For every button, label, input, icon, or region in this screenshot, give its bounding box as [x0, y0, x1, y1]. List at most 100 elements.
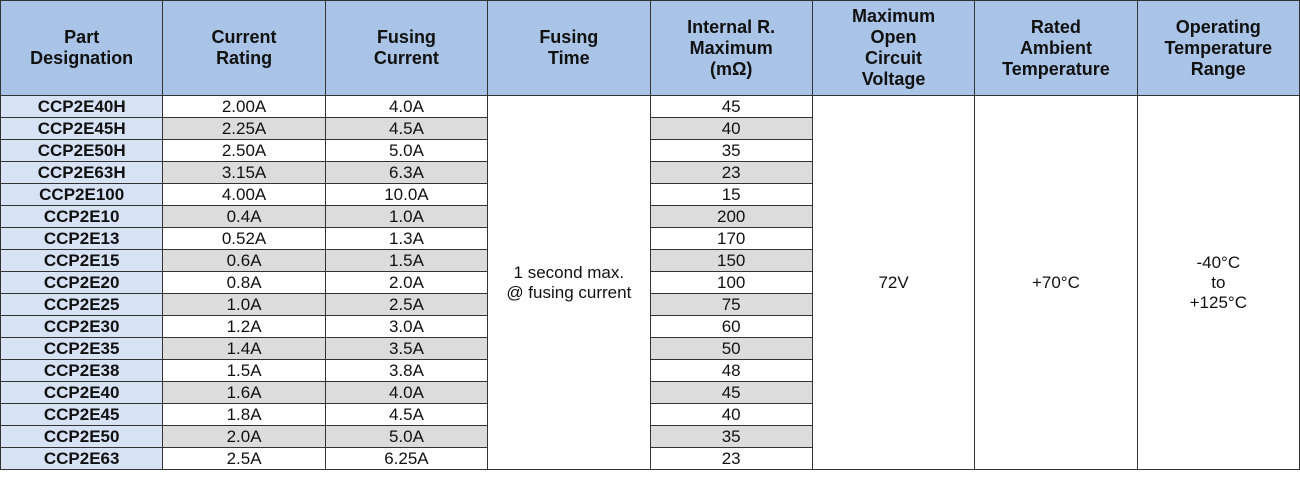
table-row: CCP2E20 0.8A 2.0A 100: [0, 271, 1300, 294]
table-row: CCP2E40 1.6A 4.0A 45: [0, 381, 1300, 404]
part-designation: CCP2E63: [0, 447, 164, 470]
data-cell: 3.0A: [324, 315, 489, 338]
data-cell: 23: [649, 447, 813, 470]
part-designation: CCP2E50H: [0, 139, 164, 162]
cell-line: Open: [870, 27, 917, 47]
part-designation: CCP2E10: [0, 205, 164, 228]
data-cell: 50: [649, 337, 813, 360]
data-cell: 4.0A: [324, 95, 489, 118]
cell-line: Range: [1190, 58, 1246, 79]
cell-line: Designation: [30, 48, 134, 68]
data-cell: 3.15A: [162, 161, 326, 184]
merged-cell: 1 second max. @ fusing current: [487, 95, 651, 470]
data-cell: 1.6A: [162, 381, 326, 404]
merged-cell: 72V: [811, 95, 976, 470]
table-row: CCP2E45 1.8A 4.5A 40: [0, 403, 1300, 426]
data-cell: 170: [649, 227, 813, 250]
cell-line: 72V: [878, 272, 909, 292]
data-cell: 1.0A: [324, 205, 489, 228]
data-cell: 48: [649, 359, 813, 382]
part-designation: CCP2E38: [0, 359, 164, 382]
merged-cell: -40°C to +125°C: [1136, 95, 1300, 470]
table-row: CCP2E10 0.4A 1.0A 200: [0, 205, 1300, 228]
cell-line: Ambient: [1019, 37, 1092, 58]
table-header: Part Designation Current Rating Fusing Curren…: [0, 0, 1300, 96]
cell-line: Temperature: [1002, 58, 1110, 79]
cell-line: Maximum: [852, 6, 936, 26]
cell-line: -40°C: [1196, 252, 1241, 272]
column-header: Current Rating: [162, 0, 326, 96]
cell-line: Rated: [1030, 16, 1081, 37]
part-designation: CCP2E45H: [0, 117, 164, 140]
part-designation: CCP2E45: [0, 403, 164, 426]
data-cell: 2.5A: [162, 447, 326, 470]
data-cell: 2.5A: [324, 293, 489, 316]
table-row: CCP2E50H 2.50A 5.0A 35: [0, 139, 1300, 162]
data-cell: 23: [649, 161, 813, 184]
data-cell: 150: [649, 249, 813, 272]
data-cell: 1.4A: [162, 337, 326, 360]
table-row: CCP2E45H 2.25A 4.5A 40: [0, 117, 1300, 140]
table-row: CCP2E63 2.5A 6.25A 23: [0, 447, 1300, 470]
data-cell: 15: [649, 183, 813, 206]
column-header: Part Designation: [0, 0, 164, 96]
data-cell: 4.00A: [162, 183, 326, 206]
data-cell: 4.0A: [324, 381, 489, 404]
data-cell: 0.6A: [162, 249, 326, 272]
column-header: Rated Ambient Temperature: [974, 0, 1138, 96]
data-cell: 1.5A: [324, 249, 489, 272]
data-cell: 2.00A: [162, 95, 326, 118]
data-cell: 75: [649, 293, 813, 316]
part-designation: CCP2E13: [0, 227, 164, 250]
column-header: Maximum Open Circuit Voltage: [811, 0, 976, 96]
cell-line: (mΩ): [709, 58, 753, 79]
data-cell: 2.25A: [162, 117, 326, 140]
cell-line: +70°C: [1031, 272, 1080, 292]
data-cell: 0.4A: [162, 205, 326, 228]
part-designation: CCP2E40: [0, 381, 164, 404]
cell-line: Operating: [1175, 16, 1261, 37]
merged-cell: +70°C: [974, 95, 1138, 470]
cell-line: +125°C: [1189, 292, 1247, 312]
data-cell: 2.50A: [162, 139, 326, 162]
table-row: CCP2E15 0.6A 1.5A 150: [0, 249, 1300, 272]
cell-line: Current: [373, 48, 439, 68]
table-row: CCP2E35 1.4A 3.5A 50: [0, 337, 1300, 360]
data-cell: 1.8A: [162, 403, 326, 426]
data-cell: 6.3A: [324, 161, 489, 184]
table-row: CCP2E63H 3.15A 6.3A 23: [0, 161, 1300, 184]
part-designation: CCP2E25: [0, 293, 164, 316]
data-cell: 40: [649, 403, 813, 426]
data-cell: 1.2A: [162, 315, 326, 338]
part-designation: CCP2E30: [0, 315, 164, 338]
data-cell: 45: [649, 95, 813, 118]
data-cell: 100: [649, 271, 813, 294]
data-cell: 40: [649, 117, 813, 140]
cell-line: @ fusing current: [506, 282, 632, 302]
data-cell: 200: [649, 205, 813, 228]
column-header: Internal R. Maximum (mΩ): [649, 0, 813, 96]
data-cell: 2.0A: [162, 425, 326, 448]
header-row: Part Designation Current Rating Fusing Curren…: [0, 0, 1300, 96]
table-row: CCP2E40H 2.00A 4.0A 1 second max. @ fusing c…: [0, 95, 1300, 470]
data-cell: 35: [649, 425, 813, 448]
data-cell: 35: [649, 139, 813, 162]
spec-table: Part Designation Current Rating Fusing Curren…: [0, 0, 1300, 470]
cell-line: Temperature: [1164, 37, 1273, 58]
cell-line: Circuit: [865, 48, 923, 68]
column-header: Fusing Current: [324, 0, 489, 96]
data-cell: 4.5A: [324, 117, 489, 140]
cell-line: Part: [64, 27, 100, 47]
data-cell: 4.5A: [324, 403, 489, 426]
data-cell: 6.25A: [324, 447, 489, 470]
cell-line: Rating: [216, 48, 273, 68]
data-cell: 1.5A: [162, 359, 326, 382]
data-cell: 5.0A: [324, 425, 489, 448]
data-cell: 0.52A: [162, 227, 326, 250]
cell-line: Internal R.: [687, 16, 776, 37]
data-cell: 3.8A: [324, 359, 489, 382]
data-cell: 5.0A: [324, 139, 489, 162]
cell-line: to: [1211, 272, 1226, 292]
cell-line: Fusing: [376, 27, 436, 47]
